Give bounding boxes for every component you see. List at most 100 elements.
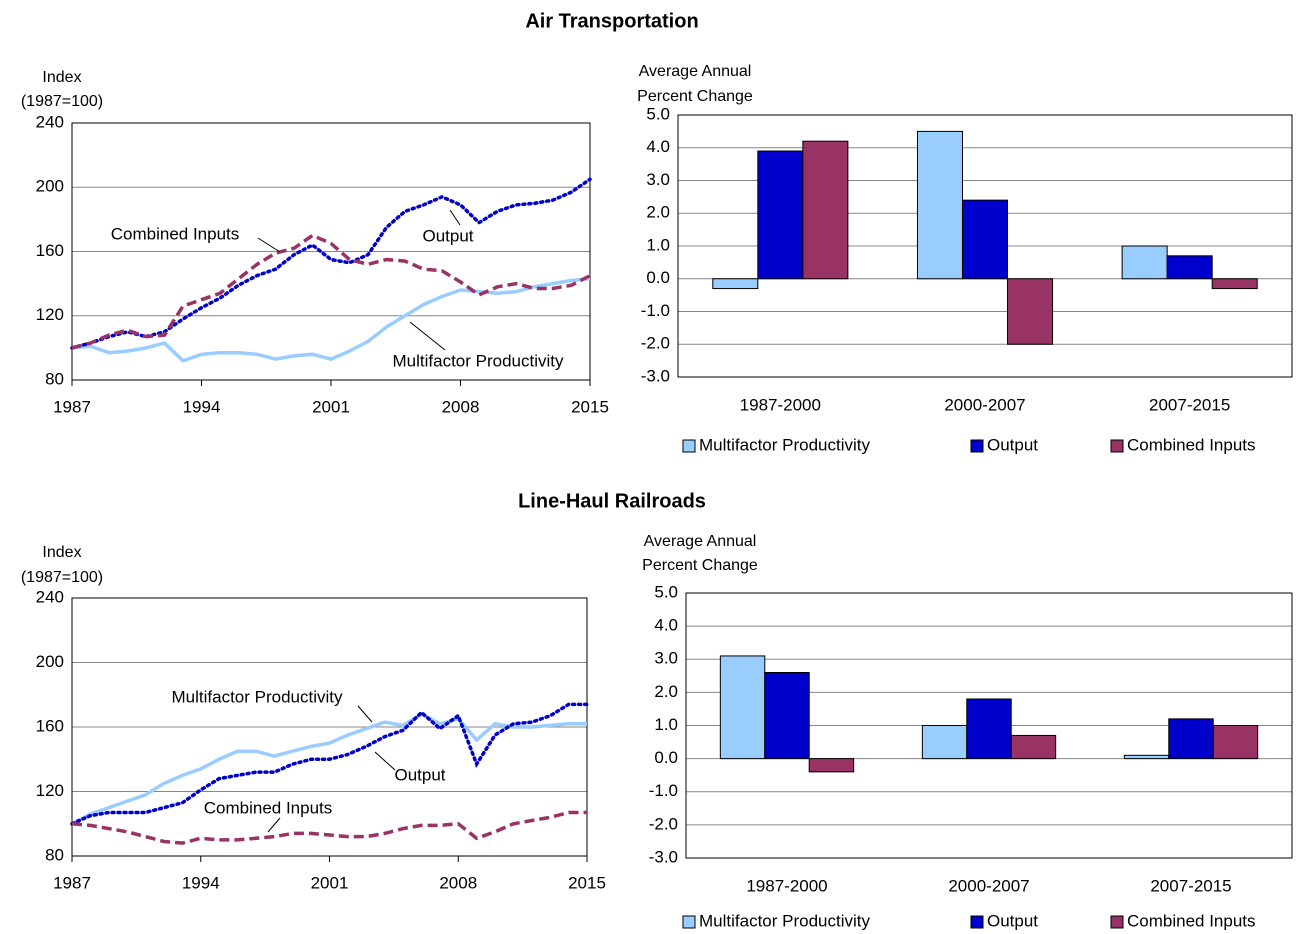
bar [757, 150, 804, 280]
x-tick-label: 2015 [568, 873, 606, 892]
bar [1211, 278, 1258, 290]
legend-label: Combined Inputs [1127, 911, 1256, 930]
series-annotation: Multifactor Productivity [172, 687, 343, 706]
y-axis-label: (1987=100) [21, 93, 103, 110]
y-tick-label: 0.0 [654, 748, 678, 767]
y-tick-label: 160 [36, 241, 64, 260]
series-line [70, 702, 589, 826]
y-tick-label: 80 [45, 369, 64, 388]
y-axis-label: Index [42, 69, 81, 86]
legend-swatch [682, 439, 696, 453]
y-tick-label: -3.0 [641, 366, 670, 385]
series-annotation: Multifactor Productivity [393, 351, 564, 370]
series-annotation: Output [394, 765, 445, 784]
y-tick-label: 120 [36, 305, 64, 324]
annotation-leader [357, 705, 373, 723]
annotation-leader [409, 321, 446, 351]
y-tick-label: 240 [36, 587, 64, 606]
y-tick-label: 2.0 [646, 203, 670, 222]
bar [808, 758, 855, 773]
y-tick-label: 80 [45, 845, 64, 864]
bar [764, 672, 810, 760]
bar [1168, 718, 1214, 760]
x-tick-label: 2000-2007 [948, 876, 1029, 895]
x-tick-label: 2007-2015 [1150, 876, 1231, 895]
y-tick-label: 2.0 [654, 682, 678, 701]
x-tick-label: 2001 [311, 873, 349, 892]
x-tick-label: 2001 [312, 397, 350, 416]
series-line [71, 233, 591, 350]
series-line [71, 712, 587, 826]
x-tick-label: 2007-2015 [1149, 395, 1230, 414]
x-tick-label: 1987 [53, 397, 91, 416]
legend-swatch [1110, 439, 1124, 453]
legend-label: Output [987, 435, 1038, 454]
annotation-leader [374, 751, 396, 771]
y-axis-label: (1987=100) [21, 569, 103, 586]
y-axis-label: Index [42, 544, 81, 561]
x-tick-label: 2008 [442, 397, 480, 416]
y-tick-label: 0.0 [646, 268, 670, 287]
y-tick-label: 4.0 [654, 616, 678, 635]
y-tick-label: 5.0 [654, 582, 678, 601]
bar [1121, 245, 1168, 280]
bar [966, 698, 1012, 760]
bar [921, 725, 968, 760]
legend-label: Multifactor Productivity [699, 911, 870, 930]
x-tick-label: 1987-2000 [746, 876, 827, 895]
legend-label: Output [987, 911, 1038, 930]
series-annotation: Combined Inputs [204, 798, 333, 817]
x-tick-label: 2000-2007 [944, 395, 1025, 414]
y-tick-label: 1.0 [646, 235, 670, 254]
y-tick-label: 1.0 [654, 715, 678, 734]
y-tick-label: -1.0 [641, 301, 670, 320]
bar [802, 140, 849, 280]
x-tick-label: 1994 [182, 873, 220, 892]
y-tick-label: 5.0 [646, 104, 670, 123]
legend-swatch [682, 915, 696, 929]
x-tick-label: 1994 [183, 397, 221, 416]
annotation-leader [267, 817, 281, 833]
annotation-leader [257, 237, 281, 253]
y-axis-label: Percent Change [637, 88, 753, 105]
bar [1166, 255, 1213, 280]
y-tick-label: 3.0 [654, 649, 678, 668]
bar [961, 199, 1009, 280]
bar [916, 130, 963, 280]
y-tick-label: 4.0 [646, 137, 670, 156]
bar [1212, 725, 1259, 760]
y-tick-label: 3.0 [646, 170, 670, 189]
bar [1123, 754, 1170, 760]
legend-label: Multifactor Productivity [699, 435, 870, 454]
series-annotation: Output [422, 226, 473, 245]
series-annotation: Combined Inputs [111, 224, 240, 243]
y-tick-label: 200 [36, 652, 64, 671]
y-tick-label: 160 [36, 716, 64, 735]
bar [1010, 734, 1057, 760]
x-tick-label: 2015 [571, 397, 609, 416]
y-tick-label: -3.0 [649, 847, 678, 866]
legend-swatch [970, 439, 984, 453]
series-line [71, 277, 591, 363]
annotation-leader [449, 209, 461, 226]
y-tick-label: 120 [36, 781, 64, 800]
plot-frame [685, 592, 1293, 859]
legend-swatch [1110, 915, 1124, 929]
section-heading: Line-Haul Railroads [518, 490, 706, 512]
bar [719, 655, 766, 760]
y-axis-label: Average Annual [639, 63, 752, 80]
y-tick-label: -2.0 [641, 334, 670, 353]
series-line [71, 810, 587, 845]
y-tick-label: 200 [36, 177, 64, 196]
x-tick-label: 2008 [439, 873, 477, 892]
bar [712, 278, 759, 290]
legend-swatch [970, 915, 984, 929]
y-axis-label: Percent Change [642, 557, 758, 574]
y-tick-label: -2.0 [649, 814, 678, 833]
x-tick-label: 1987-2000 [740, 395, 821, 414]
y-tick-label: 240 [36, 112, 64, 131]
plot-frame [677, 114, 1293, 378]
section-heading: Air Transportation [525, 10, 698, 32]
series-line [70, 177, 592, 350]
